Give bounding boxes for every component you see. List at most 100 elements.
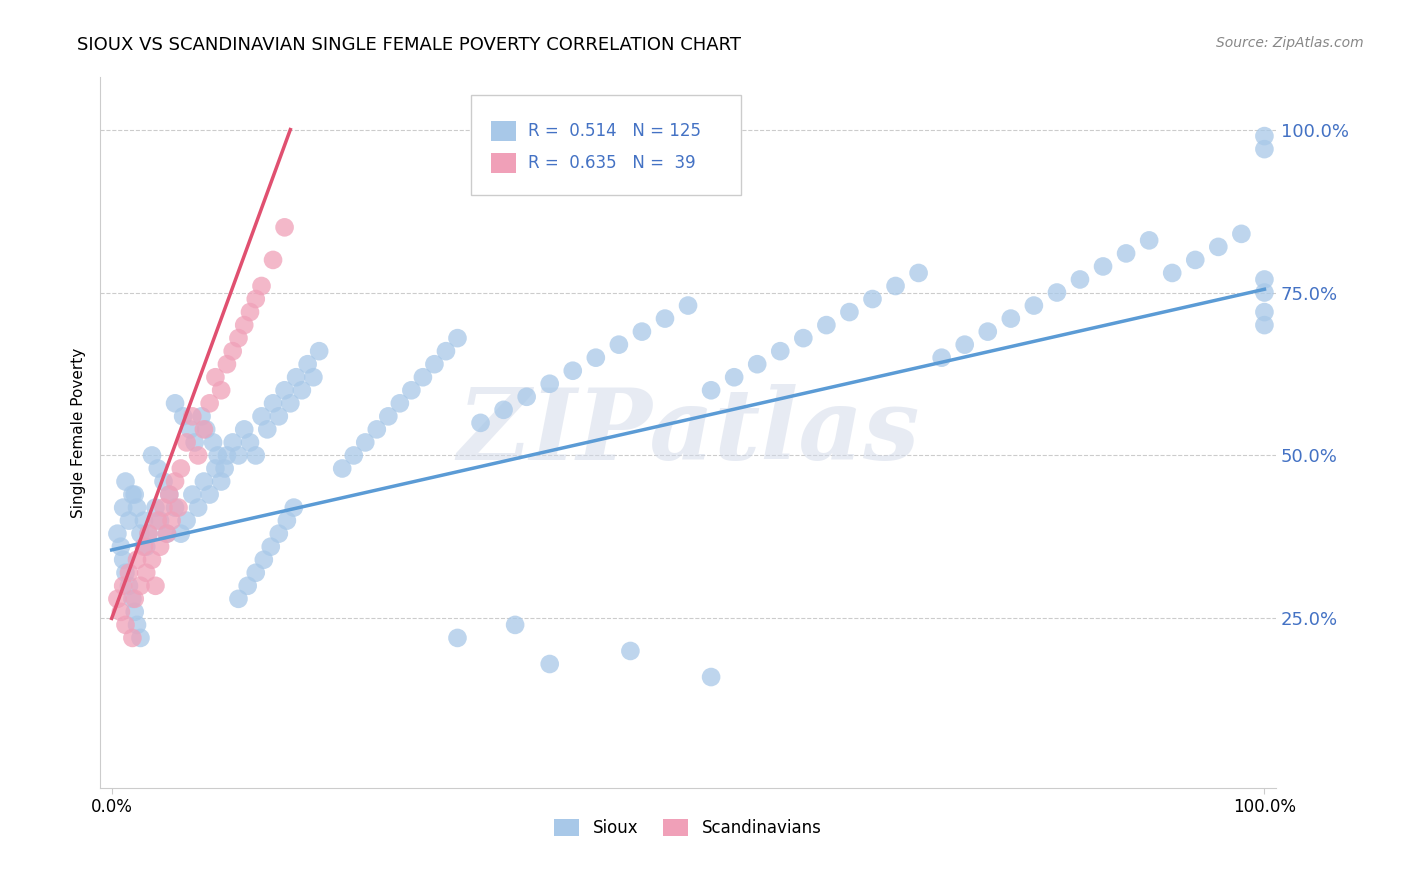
Point [470, 416, 492, 430]
Point [176, 435, 198, 450]
Point [190, 409, 212, 424]
Point [1137, 233, 1160, 247]
Point [233, 318, 256, 332]
Point [283, 500, 305, 515]
Y-axis label: Single Female Poverty: Single Female Poverty [72, 348, 86, 517]
Point [747, 357, 769, 371]
Point [676, 299, 699, 313]
Point [165, 396, 187, 410]
Point [141, 449, 163, 463]
Point [377, 409, 399, 424]
Point [121, 487, 143, 501]
Point [146, 514, 169, 528]
Text: Source: ZipAtlas.com: Source: ZipAtlas.com [1216, 36, 1364, 50]
Point [446, 331, 468, 345]
Point [1184, 252, 1206, 267]
Point [607, 337, 630, 351]
Point [262, 252, 284, 267]
Point [388, 396, 411, 410]
Text: ZIPatlas: ZIPatlas [457, 384, 920, 481]
Point [273, 384, 295, 398]
Point [492, 402, 515, 417]
Point [278, 396, 301, 410]
Point [503, 618, 526, 632]
Point [1253, 129, 1275, 144]
Point [792, 331, 814, 345]
Point [1253, 272, 1275, 286]
Point [124, 487, 146, 501]
Point [114, 618, 136, 632]
Point [110, 540, 132, 554]
Point [170, 526, 193, 541]
Point [145, 579, 167, 593]
Point [156, 526, 179, 541]
Point [121, 631, 143, 645]
Point [862, 292, 884, 306]
Point [366, 422, 388, 436]
Point [125, 500, 148, 515]
Point [1208, 240, 1230, 254]
Point [1000, 311, 1022, 326]
Point [1253, 318, 1275, 332]
Point [165, 475, 187, 489]
Point [176, 514, 198, 528]
Point [1253, 305, 1275, 319]
Point [561, 364, 583, 378]
Point [907, 266, 929, 280]
Point [302, 370, 325, 384]
Point [145, 500, 167, 515]
Point [149, 514, 172, 528]
Point [769, 344, 792, 359]
Point [516, 390, 538, 404]
Point [135, 566, 157, 580]
Point [291, 384, 314, 398]
Point [245, 566, 267, 580]
Point [245, 292, 267, 306]
Point [977, 325, 1000, 339]
Point [112, 579, 135, 593]
Point [585, 351, 607, 365]
Point [195, 422, 218, 436]
Point [107, 526, 129, 541]
Point [157, 487, 180, 501]
Point [236, 579, 259, 593]
Point [118, 514, 141, 528]
Point [276, 514, 298, 528]
Point [538, 376, 561, 391]
Point [114, 566, 136, 580]
Point [538, 657, 561, 671]
Point [931, 351, 953, 365]
Point [239, 305, 262, 319]
Point [110, 605, 132, 619]
Point [215, 449, 238, 463]
Point [354, 435, 377, 450]
Point [285, 370, 308, 384]
Point [204, 370, 226, 384]
Point [138, 526, 160, 541]
Point [631, 325, 654, 339]
Point [187, 500, 209, 515]
Point [146, 461, 169, 475]
Point [239, 435, 262, 450]
Point [172, 409, 194, 424]
Point [1230, 227, 1253, 241]
Text: SIOUX VS SCANDINAVIAN SINGLE FEMALE POVERTY CORRELATION CHART: SIOUX VS SCANDINAVIAN SINGLE FEMALE POVE… [77, 36, 741, 54]
Point [654, 311, 676, 326]
Point [619, 644, 641, 658]
FancyBboxPatch shape [491, 153, 516, 173]
Point [222, 435, 245, 450]
Point [114, 475, 136, 489]
Point [262, 396, 284, 410]
Point [267, 526, 290, 541]
Point [1022, 299, 1045, 313]
Point [434, 344, 457, 359]
Point [124, 605, 146, 619]
Point [838, 305, 860, 319]
Legend: Sioux, Scandinavians: Sioux, Scandinavians [548, 812, 828, 844]
Point [129, 631, 152, 645]
Point [723, 370, 745, 384]
Point [815, 318, 838, 332]
Text: R =  0.635   N =  39: R = 0.635 N = 39 [529, 153, 696, 171]
Point [141, 552, 163, 566]
Point [700, 384, 723, 398]
